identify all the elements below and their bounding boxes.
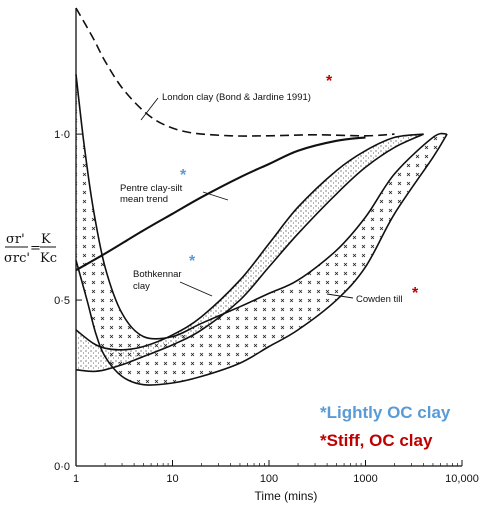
x-tick-label-3: 1000: [353, 473, 377, 485]
legend-lightly-star: *: [320, 403, 327, 422]
x-tick-label-0: 1: [73, 473, 79, 485]
london-clay-label: London clay (Bond & Jardine 1991): [162, 92, 311, 103]
legend-stiff-text: Stiff, OC clay: [327, 431, 433, 450]
series-line-1: [75, 136, 366, 272]
band-fill-1: [76, 74, 448, 386]
band-lower-1: [75, 133, 448, 386]
legend-stiff: *Stiff, OC clay: [320, 431, 433, 450]
y-tick-label-1: 0·5: [54, 295, 70, 307]
ylabel-rhs-bottom: Kc: [40, 251, 57, 266]
cowden-label: Cowden till: [356, 294, 402, 305]
series-line-0: [75, 7, 395, 137]
band-upper-1: [75, 74, 448, 340]
cowden-leader: [326, 293, 354, 299]
pentre-leader: [202, 191, 229, 201]
london-clay-leader: [140, 97, 159, 121]
cowden-star: *: [412, 285, 419, 302]
bothkennar-label-line1: Bothkennar: [133, 269, 182, 280]
ylabel-rhs-top: K: [41, 232, 51, 247]
x-tick-label-2: 100: [260, 473, 278, 485]
bothkennar-label-line2: clay: [133, 281, 150, 292]
bothkennar-star: *: [189, 253, 196, 270]
pentre-label-line1: Pentre clay-silt: [120, 183, 183, 194]
pentre-star: *: [180, 167, 187, 184]
y-tick-label-0: 0·0: [54, 461, 70, 473]
ylabel-equals: =: [30, 241, 41, 256]
legend-lightly: *Lightly OC clay: [320, 403, 451, 422]
pentre-label-line2: mean trend: [120, 194, 168, 205]
x-axis-title: Time (mins): [255, 489, 318, 503]
ylabel-lhs-top: σr': [6, 232, 25, 247]
legend-stiff-star: *: [320, 431, 327, 450]
x-tick-label-4: 10,000: [445, 473, 479, 485]
london-clay-star: *: [326, 73, 333, 90]
y-tick-label-2: 1·0: [54, 129, 70, 141]
y-axis-label: σr' σrc' = K Kc: [4, 232, 57, 266]
ylabel-lhs-bottom: σrc': [4, 251, 30, 266]
bothkennar-leader: [179, 281, 213, 297]
legend-lightly-text: Lightly OC clay: [327, 403, 451, 422]
x-tick-label-1: 10: [166, 473, 178, 485]
